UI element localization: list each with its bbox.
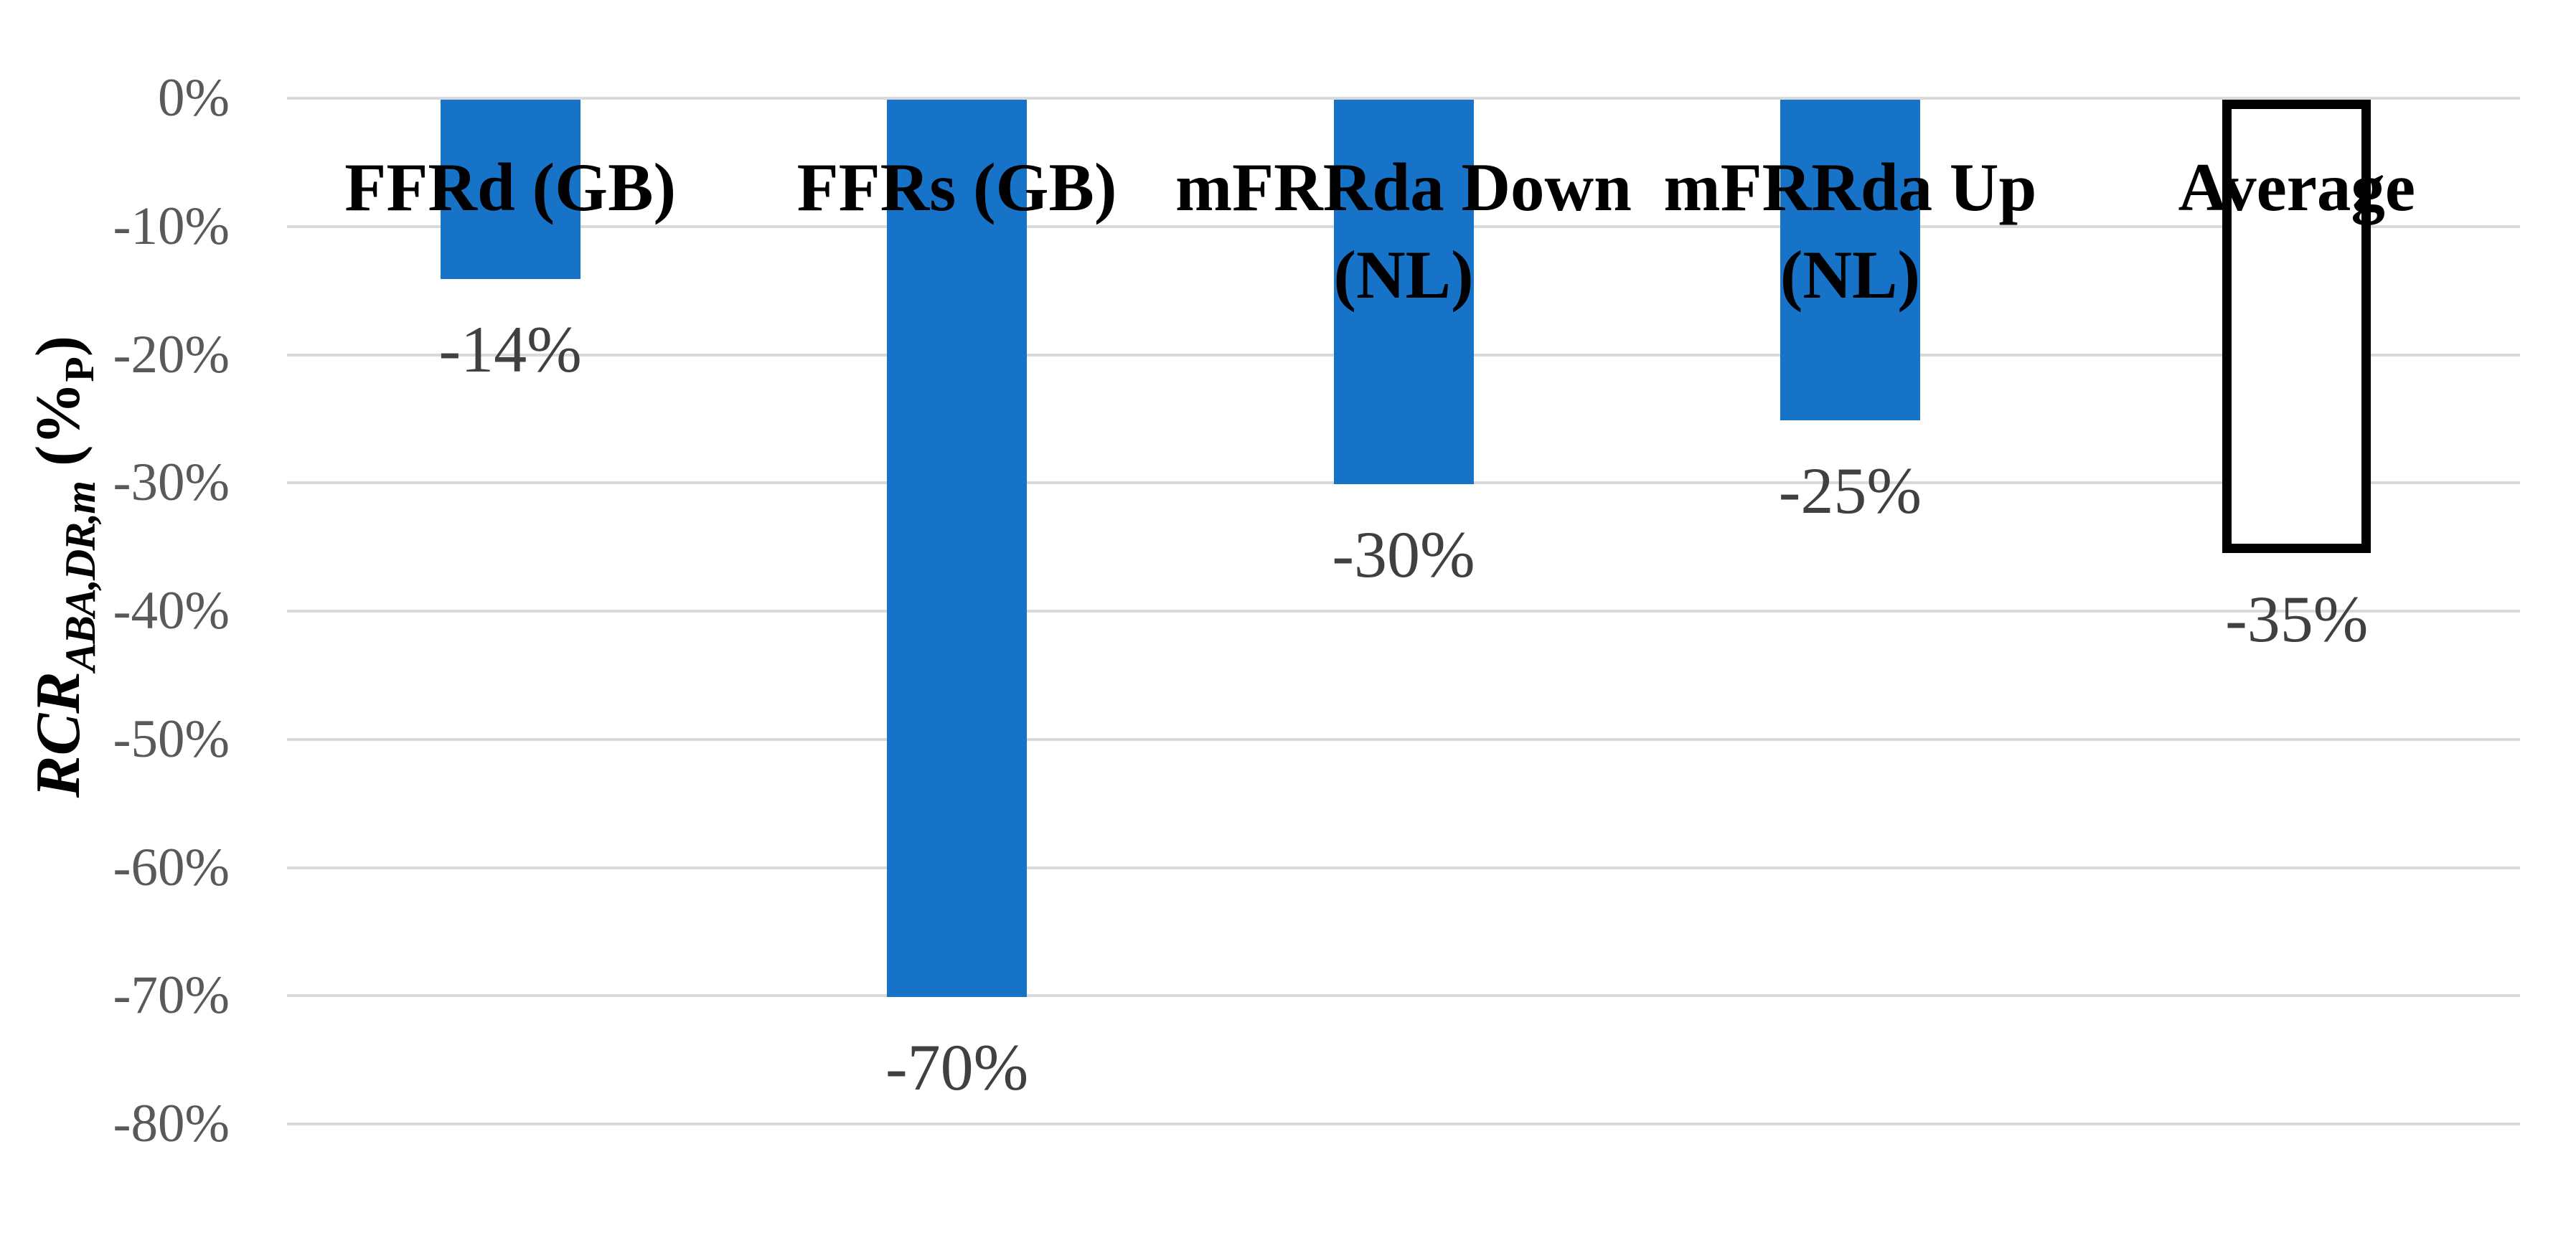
value-label-average: -35%	[2225, 582, 2369, 656]
category-label-average: Average	[1974, 143, 2576, 231]
category-label-line: FFRs (GB)	[796, 149, 1117, 225]
y-tick-label: -30%	[113, 453, 230, 513]
value-label-mfrrda-up-nl: -25%	[1778, 453, 1922, 527]
y-tick-label: -70%	[113, 965, 230, 1026]
category-label-ffrd-gb: FFRd (GB)	[187, 143, 833, 231]
y-tick-label: -40%	[113, 581, 230, 641]
gridline-0pct	[287, 97, 2520, 100]
gridline-n40pct	[287, 610, 2520, 613]
gridline-n60pct	[287, 866, 2520, 869]
gridline-n80pct	[287, 1123, 2520, 1125]
category-label-mfrrda-up-nl: mFRRda Up (NL)	[1527, 143, 2173, 318]
category-label-line: Average	[2178, 149, 2416, 225]
category-label-line: mFRRda Down	[1175, 149, 1632, 225]
category-label-line: mFRRda Up	[1663, 149, 2037, 225]
y-tick-label: -10%	[113, 196, 230, 256]
y-tick-label: -50%	[113, 709, 230, 769]
y-tick-label: -20%	[113, 324, 230, 384]
bar-ffrd-gb	[440, 100, 580, 280]
category-label-line: (NL)	[1780, 237, 1921, 313]
y-tick-label: 0%	[158, 68, 230, 128]
bar-average	[2222, 100, 2371, 553]
bar-mfrrda-up-nl	[1780, 100, 1920, 420]
gridline-n50pct	[287, 737, 2520, 741]
category-label-line: (NL)	[1333, 237, 1474, 313]
value-label-ffrd-gb: -14%	[438, 313, 582, 387]
category-label-line: FFRd (GB)	[344, 149, 677, 225]
y-tick-label: -80%	[113, 1094, 230, 1153]
category-label-mfrrda-down-nl: mFRRda Down (NL)	[1081, 143, 1726, 318]
value-label-mfrrda-down-nl: -30%	[1332, 518, 1475, 592]
bar-mfrrda-down-nl	[1333, 100, 1474, 485]
category-label-ffrs-gb: FFRs (GB)	[634, 143, 1280, 231]
value-label-ffrs-gb: -70%	[885, 1031, 1029, 1105]
bar-ffrs-gb	[887, 100, 1028, 998]
gridline-n70pct	[287, 994, 2520, 998]
y-tick-label: -60%	[113, 837, 230, 897]
